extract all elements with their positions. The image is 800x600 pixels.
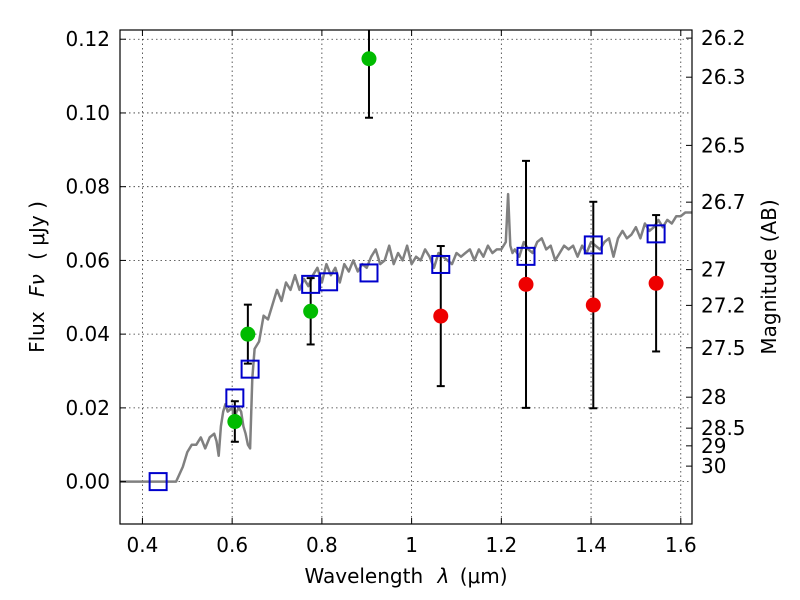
marker-layer xyxy=(148,51,666,492)
mag-tick-label: 30 xyxy=(701,454,726,478)
y2-axis-label: Magnitude (AB) xyxy=(757,199,781,354)
mag-tick-label: 27.5 xyxy=(701,336,746,360)
mag-tick-label: 26.3 xyxy=(701,65,746,89)
nir-measurements-point xyxy=(518,276,534,292)
nir-measurements-point xyxy=(433,308,449,324)
x-tick-label: 0.8 xyxy=(306,533,338,557)
mag-tick-label: 28 xyxy=(701,385,726,409)
optical-detections-point xyxy=(240,326,256,342)
x-axis-label: Wavelength λ (μm) xyxy=(304,564,507,588)
y-tick-label: 0.08 xyxy=(65,175,110,199)
mag-tick-label: 26.7 xyxy=(701,190,746,214)
x-tick-label: 1.6 xyxy=(665,533,697,557)
model-photometry-square xyxy=(516,246,536,266)
y-axis-label-symbol: Fν xyxy=(25,274,49,297)
nir-measurements-point xyxy=(648,275,664,291)
plot-frame xyxy=(119,29,693,525)
model-photometry-square xyxy=(319,272,339,292)
mag-tick-label: 28.5 xyxy=(701,416,746,440)
tick-layer: 0.4 0.6 0.8 1 1.2 1.4 1.6 0.00 0.02 0.04 0.06 0.08 0… xyxy=(65,26,745,557)
mag-tick-label: 26.2 xyxy=(701,26,746,50)
y-axis-label-text: Flux xyxy=(25,311,49,353)
y-tick-label: 0.06 xyxy=(65,248,110,272)
mag-tick-label: 29 xyxy=(701,434,726,458)
mag-tick-label: 27 xyxy=(701,258,726,282)
y-tick-label: 0.04 xyxy=(65,322,110,346)
model-photometry-square xyxy=(240,359,260,379)
x-axis-label-text: Wavelength xyxy=(304,564,423,588)
model-photometry-square xyxy=(431,254,451,274)
optical-detections-point xyxy=(361,51,377,67)
grid xyxy=(120,30,692,524)
y-tick-label: 0.02 xyxy=(65,396,110,420)
nir-measurements-point xyxy=(585,297,601,313)
model-photometry-square xyxy=(148,472,168,492)
y-axis-label: Flux Fν ( μJy ) xyxy=(25,201,49,353)
model-photometry-square xyxy=(646,224,666,244)
y-tick-label: 0.00 xyxy=(65,470,110,494)
y-axis-label-unit: ( μJy ) xyxy=(25,201,49,260)
spectrum-layer xyxy=(120,192,692,483)
optical-detections-point xyxy=(227,414,243,430)
x-axis-label-unit: (μm) xyxy=(460,564,508,588)
x-tick-label: 0.4 xyxy=(127,533,159,557)
y-tick-label: 0.10 xyxy=(65,101,110,125)
mag-tick-label: 27.2 xyxy=(701,293,746,317)
model-photometry-square xyxy=(583,235,603,255)
mag-tick-label: 26.5 xyxy=(701,133,746,157)
model-photometry-square xyxy=(225,388,245,408)
x-tick-label: 1.2 xyxy=(485,533,517,557)
x-axis-label-symbol: λ xyxy=(437,564,450,588)
x-tick-label: 1.4 xyxy=(575,533,607,557)
optical-detections-point xyxy=(303,303,319,319)
x-tick-label: 0.6 xyxy=(216,533,248,557)
model-photometry-square xyxy=(359,263,379,283)
x-tick-label: 1 xyxy=(405,533,418,557)
y-tick-label: 0.12 xyxy=(65,27,110,51)
template-spectrum-line xyxy=(120,192,692,483)
